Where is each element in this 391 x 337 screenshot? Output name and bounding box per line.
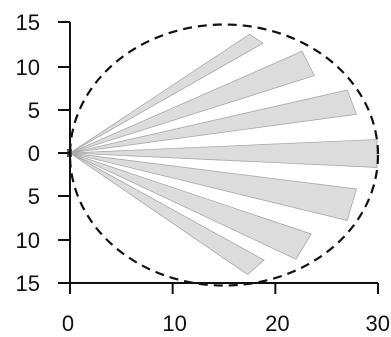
x-tick-label: 30: [366, 311, 390, 336]
y-tick-label: 0: [28, 141, 40, 166]
beams-layer: [69, 33, 378, 276]
y-tick-label: 10: [16, 55, 40, 80]
beam-3: [69, 89, 357, 154]
y-ticks: 15 10 5 0 5 10 15: [16, 10, 70, 296]
x-ticks: 0 10 20 30: [62, 283, 390, 336]
y-tick-label: 10: [16, 228, 40, 253]
beam-7: [69, 152, 265, 276]
x-tick-label: 20: [265, 311, 289, 336]
x-tick-label: 0: [62, 311, 74, 336]
y-tick-label: 5: [28, 98, 40, 123]
y-tick-label: 15: [16, 10, 40, 35]
beam-1: [69, 33, 264, 154]
beam-2: [69, 50, 315, 154]
x-tick-label: 10: [162, 311, 186, 336]
y-tick-label: 15: [16, 271, 40, 296]
coverage-ellipse: [68, 23, 380, 287]
beam-6: [69, 152, 312, 260]
y-tick-label: 5: [28, 184, 40, 209]
beam-5: [69, 152, 357, 221]
